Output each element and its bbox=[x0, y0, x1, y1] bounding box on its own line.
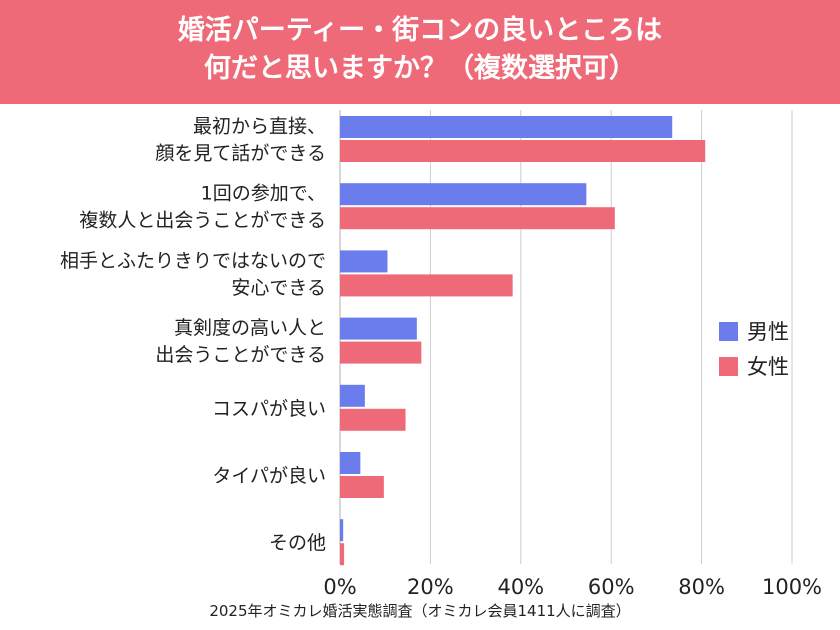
category-label: 安心できる bbox=[231, 277, 326, 299]
bar-female bbox=[340, 341, 422, 364]
bar-male bbox=[340, 183, 587, 206]
bar-female bbox=[340, 543, 345, 566]
category-label: 顔を見て話ができる bbox=[155, 143, 326, 165]
category-label: その他 bbox=[269, 532, 326, 554]
bar-male bbox=[340, 317, 417, 340]
category-label: 相手とふたりきりではないので bbox=[60, 250, 326, 272]
x-tick-label: 40% bbox=[497, 575, 544, 599]
x-tick-label: 60% bbox=[588, 575, 635, 599]
chart-title-line-2: 何だと思いますか？（複数選択可） bbox=[204, 53, 636, 84]
bar-female bbox=[340, 408, 406, 431]
x-tick-label: 20% bbox=[407, 575, 454, 599]
legend-label-female: 女性 bbox=[747, 355, 789, 379]
bar-male bbox=[340, 384, 365, 407]
category-label: 1回の参加で、 bbox=[201, 183, 326, 205]
legend-label-male: 男性 bbox=[747, 320, 789, 344]
category-label: コスパが良い bbox=[212, 398, 326, 420]
legend-swatch-male bbox=[719, 322, 738, 341]
x-axis-tick-labels: 0% 20% 40% 60% 80% 100% bbox=[323, 575, 822, 599]
bar-female bbox=[340, 207, 615, 230]
category-label: 真剣度の高い人と bbox=[174, 317, 326, 339]
bar-female bbox=[340, 476, 384, 498]
category-label: 複数人と出会うことができる bbox=[79, 210, 326, 232]
legend-swatch-female bbox=[719, 357, 738, 376]
chart-title-line-1: 婚活パーティー・街コンの良いところは bbox=[177, 15, 663, 46]
x-tick-label: 100% bbox=[762, 575, 822, 599]
bar-chart: 最初から直接、顔を見て話ができる 1回の参加で、複数人と出会うことができる相手とふ… bbox=[60, 110, 822, 599]
x-tick-label: 0% bbox=[323, 575, 356, 599]
bar-male bbox=[340, 116, 673, 138]
bar-male bbox=[340, 250, 388, 273]
bar-male bbox=[340, 452, 361, 474]
bars bbox=[340, 116, 706, 566]
category-labels: 最初から直接、顔を見て話ができる 1回の参加で、複数人と出会うことができる相手とふ… bbox=[60, 116, 326, 555]
category-label: タイパが良い bbox=[212, 465, 326, 487]
category-label: 出会うことができる bbox=[155, 344, 326, 366]
bar-female bbox=[340, 140, 706, 162]
chart-title-banner: 婚活パーティー・街コンの良いところは 何だと思いますか？（複数選択可） bbox=[0, 0, 840, 104]
bar-male bbox=[340, 519, 344, 542]
category-label: 最初から直接、 bbox=[193, 116, 326, 138]
x-tick-label: 80% bbox=[678, 575, 725, 599]
bar-female bbox=[340, 274, 513, 297]
source-note: 2025年オミカレ婚活実態調査（オミカレ会員1411人に調査） bbox=[209, 602, 631, 620]
